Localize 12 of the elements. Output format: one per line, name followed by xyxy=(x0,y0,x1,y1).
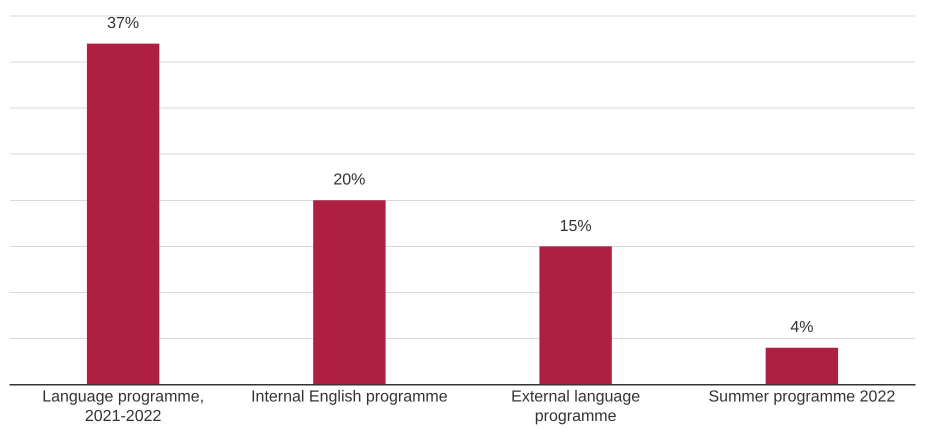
bar xyxy=(86,44,160,384)
x-tick-label: Summer programme 2022 xyxy=(708,388,896,406)
data-label: 4% xyxy=(790,319,814,336)
data-label: 20% xyxy=(333,172,366,189)
x-tick-label: Language programme, 2021-2022 xyxy=(42,388,204,425)
data-label: 15% xyxy=(560,218,592,235)
bar xyxy=(539,246,612,384)
x-tick-label: Internal English programme xyxy=(251,388,448,406)
x-tick-label: External language programme xyxy=(511,388,640,425)
bar xyxy=(313,200,386,384)
bar xyxy=(766,348,838,384)
data-label: 37% xyxy=(107,15,140,32)
